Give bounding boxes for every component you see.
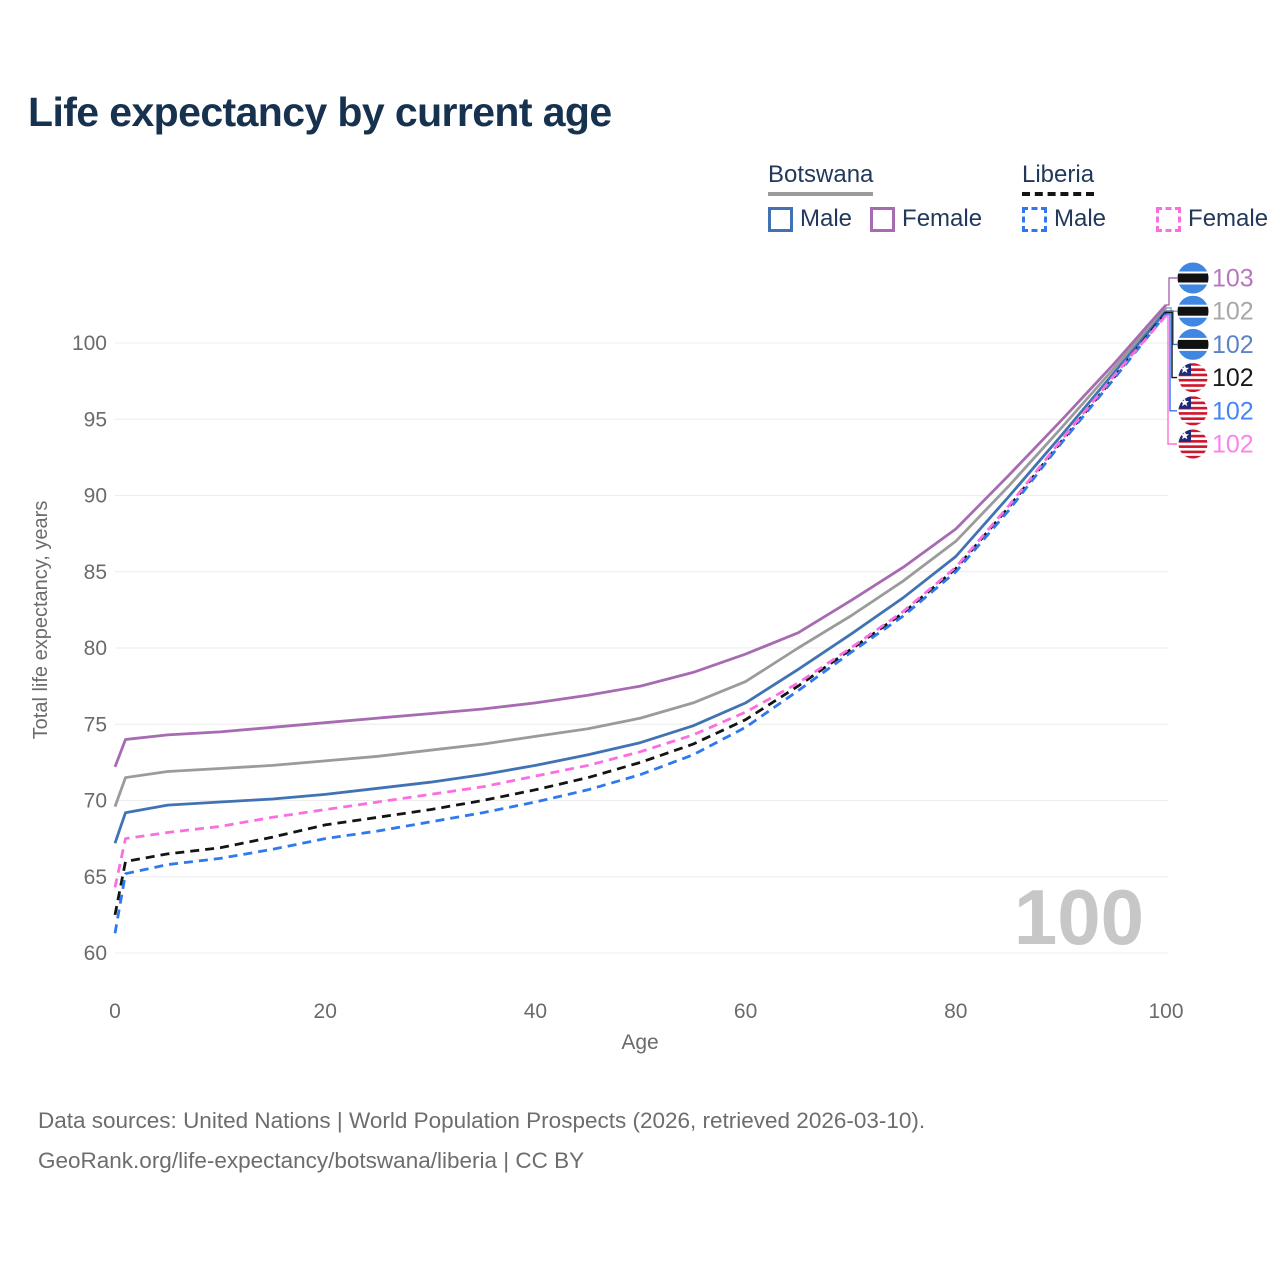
series-lines — [113, 303, 1168, 934]
axes: 0 20 40 60 80 100 Age Total life expectancy, ye… — [30, 501, 1184, 1054]
liberia-flag-icon — [1178, 429, 1208, 459]
end-labels: 103 102 102 102 102 102 — [1166, 262, 1254, 459]
end-value-label-liberia_male: 102 — [1212, 397, 1254, 425]
page-title: Life expectancy by current age — [28, 89, 612, 135]
botswana-flag-icon — [1177, 295, 1209, 327]
y-tick-label-60: 60 — [84, 942, 107, 965]
leader-line-liberia_female — [1166, 314, 1177, 445]
series-line-botswana_all[interactable] — [113, 306, 1168, 808]
legend-header-liberia[interactable]: Liberia — [1022, 161, 1095, 197]
x-axis-title: Age — [621, 1031, 658, 1054]
y-tick-label-100: 100 — [72, 332, 107, 355]
botswana-flag-icon — [1177, 328, 1209, 360]
footer-data-sources: Data sources: United Nations | World Pop… — [38, 1108, 926, 1133]
series-line-liberia_male[interactable] — [113, 313, 1168, 934]
liberia-flag-icon — [1178, 396, 1208, 426]
end-value-label-botswana_all: 102 — [1212, 298, 1254, 326]
liberia-flag-icon — [1178, 363, 1208, 393]
series-line-botswana_male[interactable] — [113, 310, 1168, 844]
x-tick-label-0: 0 — [109, 1000, 121, 1023]
legend-item-botswana-female[interactable]: Female — [870, 205, 982, 233]
y-axis-title: Total life expectancy, years — [30, 501, 52, 740]
legend-swatch-liberia-female-icon — [1156, 206, 1182, 232]
end-value-label-liberia_all: 102 — [1212, 364, 1254, 392]
gridlines: 60 65 70 75 80 85 90 95 100 — [72, 332, 1168, 965]
end-value-label-liberia_female: 102 — [1212, 431, 1254, 459]
footer-attribution: GeoRank.org/life-expectancy/botswana/lib… — [38, 1148, 585, 1173]
legend-group-liberia: Liberia Male Female — [1022, 161, 1268, 233]
legend-header-botswana[interactable]: Botswana — [768, 161, 874, 197]
legend-swatch-botswana-female-icon — [870, 206, 896, 232]
y-tick-label-95: 95 — [84, 408, 107, 431]
x-tick-label-80: 80 — [944, 1000, 967, 1023]
end-value-label-botswana_female: 103 — [1212, 265, 1254, 293]
legend-group-botswana: Botswana Male Female — [768, 161, 982, 233]
leader-line-liberia_all — [1166, 311, 1177, 379]
y-tick-label-65: 65 — [84, 866, 107, 889]
botswana-flag-icon — [1177, 262, 1209, 294]
legend-item-botswana-male[interactable]: Male — [768, 205, 852, 233]
legend-swatch-liberia-male-icon — [1022, 206, 1047, 232]
legend-label-liberia-female: Female — [1188, 205, 1269, 233]
series-line-liberia_female[interactable] — [113, 314, 1168, 888]
age-watermark: 100 — [1014, 873, 1144, 961]
legend-label-liberia-male: Male — [1054, 205, 1107, 233]
end-value-label-botswana_male: 102 — [1212, 331, 1254, 359]
leader-line-liberia_male — [1166, 313, 1177, 412]
x-tick-label-20: 20 — [314, 1000, 337, 1023]
y-tick-label-90: 90 — [84, 485, 107, 508]
x-tick-label-100: 100 — [1148, 1000, 1183, 1023]
series-line-botswana_female[interactable] — [113, 303, 1168, 768]
y-tick-label-70: 70 — [84, 790, 107, 813]
leader-line-botswana_female — [1166, 277, 1177, 306]
footer: Data sources: United Nations | World Pop… — [38, 1101, 925, 1181]
legend-item-liberia-female[interactable]: Female — [1156, 205, 1268, 233]
leader-line-botswana_all — [1166, 307, 1177, 312]
x-tick-label-40: 40 — [524, 1000, 547, 1023]
y-tick-label-85: 85 — [84, 561, 107, 584]
legend-swatch-botswana-male-icon — [768, 206, 793, 232]
leader-line-botswana_male — [1166, 310, 1177, 346]
x-tick-label-60: 60 — [734, 1000, 757, 1023]
y-tick-label-75: 75 — [84, 713, 107, 736]
legend-label-botswana-male: Male — [800, 205, 853, 233]
legend-item-liberia-male[interactable]: Male — [1022, 205, 1106, 233]
series-line-liberia_all[interactable] — [113, 311, 1168, 916]
legend-label-botswana-female: Female — [902, 205, 983, 233]
y-tick-label-80: 80 — [84, 637, 107, 660]
